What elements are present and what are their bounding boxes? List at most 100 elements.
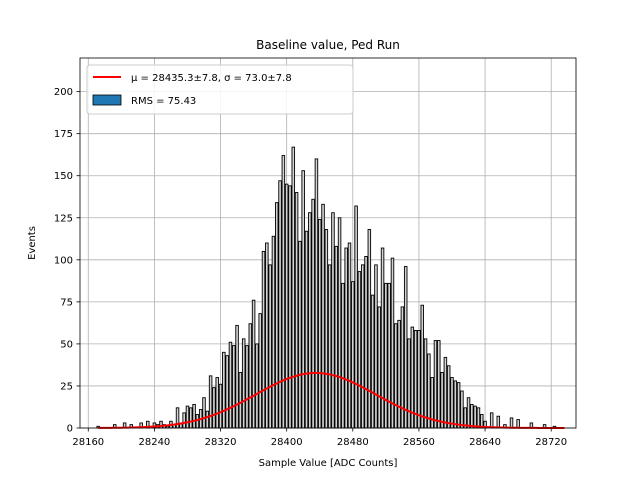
histogram-bar [258,313,262,429]
x-axis-ticks: 28160 28240 28320 28400 28480 28560 28640 28720 [72,428,567,448]
histogram-bar [241,338,246,429]
x-tick-label: 28320 [205,437,237,448]
x-tick-label: 28640 [469,437,501,448]
histogram-bar [384,282,388,429]
histogram-bar [380,247,385,429]
y-tick-label: 125 [54,213,73,224]
histogram-bar [357,271,362,429]
histogram-bar [222,351,226,429]
histogram-bar [195,414,200,429]
x-tick-label: 28160 [72,437,104,448]
histogram-bar [265,242,269,429]
histogram-bar [208,375,213,429]
histogram-bar [351,281,355,429]
x-tick-label: 28240 [138,437,170,448]
histogram-bar [394,323,398,429]
histogram-bar [238,372,243,429]
histogram-bar [341,282,345,429]
histogram-bar [403,266,408,429]
legend-fit-label: μ = 28435.3±7.8, σ = 73.0±7.8 [131,73,292,84]
histogram-bar [317,219,322,429]
histogram-bar [278,180,282,429]
histogram-bar [311,198,315,429]
histogram-bar [476,407,481,429]
histogram-bar [291,146,296,429]
y-tick-label: 200 [54,87,73,98]
histogram-bar [215,377,219,429]
histogram-bar [473,405,477,429]
x-axis-title: Sample Value [ADC Counts] [259,458,398,469]
histogram-bar [370,294,375,429]
histogram-bar [337,217,342,429]
y-tick-label: 25 [60,381,73,392]
histogram-bar [251,299,256,429]
histogram-bar [189,407,193,429]
legend-rms-swatch [92,94,122,106]
histogram-bar [427,353,431,429]
histogram-bar [281,155,286,429]
histogram-bar [334,245,339,429]
histogram-bar [202,397,206,429]
histogram-bar [225,355,229,429]
histogram-bar [397,319,401,429]
legend: μ = 28435.3±7.8, σ = 73.0±7.8 RMS = 75.4… [86,64,354,115]
y-tick-label: 50 [60,339,73,350]
legend-box [86,64,354,115]
histogram-bar [235,324,239,429]
x-tick-label: 28720 [535,437,567,448]
histogram-bar [377,306,381,429]
histogram-bar [347,242,352,429]
histogram-bar [182,412,186,429]
histogram-bar [212,387,216,429]
gaussian-fit-curve [98,372,565,429]
histogram-bar [331,212,335,429]
histogram-bar [466,397,471,429]
histogram-bar [437,340,441,429]
histogram-bar [284,183,289,429]
histogram-bar [364,256,368,429]
histogram-bar [298,240,302,429]
histogram-bar [443,356,448,429]
histogram-bar [407,338,411,429]
histogram-bar [275,202,279,429]
histogram-bar [321,203,325,429]
histogram-bar [417,330,421,429]
histogram-bar [509,417,514,429]
plot-frame [79,57,577,429]
histogram-bar [360,264,365,429]
histogram-bar [248,323,253,429]
histogram-bar [496,415,501,429]
histogram-bar [440,372,444,429]
histogram-bar [192,404,196,429]
legend-rms-label: RMS = 75.43 [131,96,196,107]
histogram-bar [288,185,292,429]
gaussian-fit-layer [98,372,565,429]
histogram-bar [261,250,266,429]
histogram-bar [308,212,312,429]
histogram-bar [453,380,458,429]
histogram-bar [268,264,272,429]
histogram-bar [344,247,348,429]
x-tick-label: 28480 [337,437,369,448]
histogram-bar [271,235,276,429]
histogram-bar [314,158,319,429]
x-tick-label: 28400 [271,437,303,448]
y-axis-title: Events [27,226,38,260]
histogram-bar [470,404,474,429]
x-tick-label: 28560 [403,437,435,448]
histogram-bar [374,264,378,429]
histogram-bar [387,282,391,429]
histogram-bar [423,338,428,429]
histogram-bar [324,229,329,429]
histogram-bar [232,345,236,429]
y-tick-label: 100 [54,255,73,266]
y-tick-label: 0 [67,424,73,435]
histogram-bar [516,419,520,429]
histogram-bar [446,365,451,429]
histogram-bar [301,170,305,429]
chart-title: Baseline value, Ped Run [256,38,400,52]
histogram-bar [460,390,464,429]
histogram-bar [185,405,190,429]
histogram-bar [420,304,424,429]
